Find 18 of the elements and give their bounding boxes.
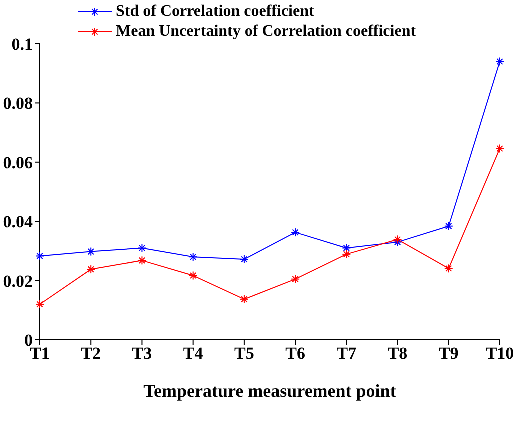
legend-label: Std of Correlation coefficient	[116, 2, 314, 22]
y-tick-label: 0.08	[3, 94, 33, 114]
y-tick-label: 0.02	[3, 272, 33, 291]
x-tick-label: T10	[486, 344, 514, 364]
legend-label: Mean Uncertainty of Correlation coefficient	[116, 22, 416, 42]
x-tick-label: T2	[81, 344, 102, 364]
y-tick-label: 0.04	[3, 212, 34, 232]
x-tick-label: T6	[286, 344, 306, 364]
x-tick-label: T3	[132, 344, 152, 364]
y-tick-label: 0.06	[3, 153, 33, 172]
x-tick-label: T1	[30, 344, 50, 364]
x-tick-label: T7	[336, 344, 358, 364]
y-tick-label: 0.1	[12, 35, 33, 54]
x-tick-label: T4	[183, 344, 204, 364]
x-tick-label: T9	[438, 344, 459, 364]
x-axis-title: Temperature measurement point	[144, 381, 396, 401]
x-tick-label: T5	[234, 344, 254, 364]
x-tick-label: T8	[388, 344, 408, 364]
